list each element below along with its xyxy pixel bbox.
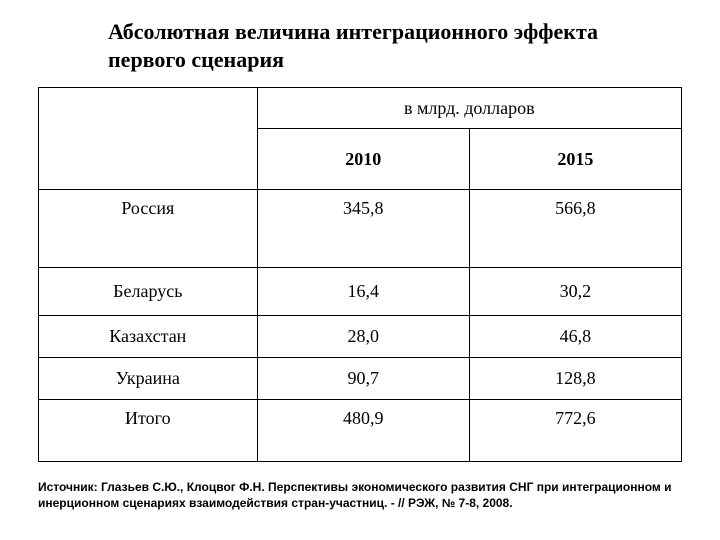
value-cell: 16,4 (257, 268, 469, 316)
page-title: Абсолютная величина интеграционного эффе… (108, 18, 682, 73)
table-row: Итого 480,9 772,6 (39, 400, 682, 462)
value-cell: 345,8 (257, 190, 469, 268)
title-line-1: Абсолютная величина интеграционного эффе… (108, 19, 598, 44)
table-row: Казахстан 28,0 46,8 (39, 316, 682, 358)
country-cell: Беларусь (39, 268, 258, 316)
value-cell: 46,8 (469, 316, 681, 358)
title-line-2: первого сценария (108, 47, 284, 72)
table-row: Россия 345,8 566,8 (39, 190, 682, 268)
data-table: в млрд. долларов 2010 2015 Россия 345,8 … (38, 87, 682, 462)
table-header-unit: в млрд. долларов (257, 88, 681, 129)
value-cell: 772,6 (469, 400, 681, 462)
value-cell: 28,0 (257, 316, 469, 358)
country-cell: Россия (39, 190, 258, 268)
table-row: Беларусь 16,4 30,2 (39, 268, 682, 316)
table-header-unit-row: в млрд. долларов (39, 88, 682, 129)
source-citation: Источник: Глазьев С.Ю., Клоцвог Ф.Н. Пер… (38, 480, 682, 511)
table-header-empty (39, 88, 258, 190)
value-cell: 30,2 (469, 268, 681, 316)
value-cell: 128,8 (469, 358, 681, 400)
table-row: Украина 90,7 128,8 (39, 358, 682, 400)
value-cell: 90,7 (257, 358, 469, 400)
value-cell: 480,9 (257, 400, 469, 462)
page: Абсолютная величина интеграционного эффе… (0, 0, 720, 540)
table-header-year-2015: 2015 (469, 129, 681, 190)
country-cell: Украина (39, 358, 258, 400)
country-cell: Итого (39, 400, 258, 462)
table-header-year-2010: 2010 (257, 129, 469, 190)
country-cell: Казахстан (39, 316, 258, 358)
value-cell: 566,8 (469, 190, 681, 268)
